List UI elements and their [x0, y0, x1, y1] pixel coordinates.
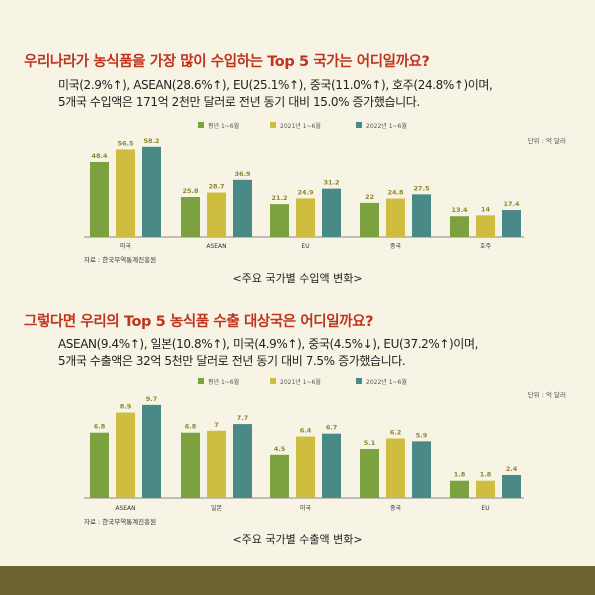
- data-label-4-1: 14: [481, 205, 491, 213]
- bar-4-1: [476, 480, 495, 498]
- data-label-0-1: 56.5: [117, 139, 134, 147]
- bar-1-0: [181, 432, 200, 498]
- export-section-title: 그렇다면 우리의 Top 5 농식품 수출 대상국은 어디일까요?: [24, 314, 374, 330]
- import-section-title: 우리나라가 농식품을 가장 많이 수입하는 Top 5 국가는 어디일까요?: [24, 54, 430, 70]
- data-label-2-0: 4.5: [274, 445, 286, 453]
- data-label-2-2: 6.7: [326, 424, 338, 432]
- unit-note: 단위 : 억 달러: [528, 390, 566, 399]
- export-section-desc-line1: ASEAN(9.4%↑), 일본(10.8%↑), 미국(4.9%↑), 중국(…: [58, 337, 479, 351]
- category-label-3: 중국: [390, 243, 402, 250]
- bar-0-0: [90, 161, 109, 237]
- bar-3-2: [412, 441, 431, 498]
- legend-label-0: 평년 1~6월: [208, 122, 239, 130]
- bar-2-1: [296, 198, 315, 237]
- category-label-2: 미국: [300, 504, 312, 512]
- category-label-0: ASEAN: [115, 505, 135, 512]
- import-section-desc-line2: 5개국 수입액은 171억 2천만 달러로 전년 동기 대비 15.0% 증가했…: [58, 95, 420, 109]
- bar-4-1: [476, 215, 495, 237]
- data-label-3-1: 24.8: [387, 189, 404, 197]
- data-label-3-0: 22: [365, 193, 374, 201]
- export-section-desc-line2: 5개국 수출액은 32억 5천만 달러로 전년 동기 대비 7.5% 증가했습니…: [58, 354, 406, 368]
- data-label-0-2: 58.2: [143, 137, 159, 145]
- data-label-0-0: 6.8: [94, 423, 106, 431]
- legend-swatch-2: [356, 378, 362, 384]
- bar-0-2: [142, 146, 161, 237]
- category-label-1: 일본: [211, 504, 223, 512]
- bar-2-1: [296, 436, 315, 498]
- data-label-4-2: 17.4: [503, 200, 520, 208]
- data-label-2-1: 24.9: [297, 188, 314, 196]
- bar-3-2: [412, 194, 431, 237]
- data-label-1-1: 28.7: [208, 183, 224, 191]
- bar-4-0: [450, 480, 469, 498]
- data-label-4-1: 1.8: [480, 471, 492, 479]
- source-note: 자료 : 한국무역통계진흥원: [84, 255, 156, 264]
- data-label-3-2: 27.5: [413, 184, 430, 192]
- data-label-0-1: 8.9: [120, 403, 132, 411]
- data-label-3-0: 5.1: [364, 439, 376, 447]
- bar-3-0: [360, 449, 379, 498]
- bar-0-1: [116, 149, 135, 237]
- data-label-2-1: 6.4: [300, 427, 312, 435]
- bar-1-0: [181, 197, 200, 237]
- data-label-3-2: 5.9: [416, 431, 428, 439]
- data-label-1-1: 7: [214, 421, 219, 429]
- legend-swatch-0: [198, 122, 204, 128]
- data-label-1-0: 25.8: [182, 187, 199, 195]
- bar-0-2: [142, 404, 161, 498]
- legend-swatch-1: [270, 378, 276, 384]
- bar-2-2: [322, 433, 341, 498]
- bar-4-0: [450, 216, 469, 237]
- footer-band: [0, 566, 595, 595]
- legend-swatch-0: [198, 378, 204, 384]
- bar-4-2: [502, 474, 521, 498]
- bar-3-1: [386, 438, 405, 498]
- bar-0-0: [90, 432, 109, 498]
- bar-4-2: [502, 210, 521, 237]
- legend-swatch-1: [270, 122, 276, 128]
- data-label-1-2: 36.9: [234, 170, 251, 178]
- data-label-4-0: 1.8: [454, 471, 466, 479]
- legend-label-1: 2021년 1~6월: [280, 122, 321, 130]
- legend-label-0: 평년 1~6월: [208, 378, 239, 386]
- bar-3-1: [386, 198, 405, 237]
- data-label-0-2: 9.7: [146, 395, 158, 403]
- legend-label-2: 2022년 1~6월: [366, 122, 407, 130]
- data-label-2-0: 21.2: [271, 194, 287, 202]
- data-label-1-2: 7.7: [237, 414, 249, 422]
- legend-swatch-2: [356, 122, 362, 128]
- import-chart-caption: <주요 국가별 수입액 변화>: [232, 272, 363, 285]
- bar-3-0: [360, 202, 379, 237]
- data-label-1-0: 6.8: [185, 423, 197, 431]
- unit-note: 단위 : 억 달러: [528, 136, 566, 145]
- bar-2-0: [270, 454, 289, 498]
- legend-label-1: 2021년 1~6월: [280, 378, 321, 386]
- bar-2-2: [322, 188, 341, 237]
- bar-0-1: [116, 412, 135, 498]
- source-note: 자료 : 한국무역통계진흥원: [84, 517, 156, 526]
- category-label-0: 미국: [120, 242, 132, 250]
- data-label-2-2: 31.2: [323, 179, 339, 187]
- legend-label-2: 2022년 1~6월: [366, 378, 407, 386]
- bar-2-0: [270, 204, 289, 237]
- category-label-4: EU: [481, 505, 489, 512]
- data-label-4-2: 2.4: [506, 465, 518, 473]
- data-label-3-1: 6.2: [390, 428, 402, 436]
- bar-1-1: [207, 192, 226, 237]
- export-chart-caption: <주요 국가별 수출액 변화>: [232, 533, 363, 546]
- category-label-2: EU: [301, 243, 309, 250]
- category-label-3: 중국: [390, 505, 402, 512]
- bar-1-2: [233, 179, 252, 237]
- bar-1-1: [207, 430, 226, 498]
- bar-1-2: [233, 424, 252, 498]
- data-label-0-0: 48.4: [91, 152, 108, 160]
- import-section-desc-line1: 미국(2.9%↑), ASEAN(28.6%↑), EU(25.1%↑), 중국…: [58, 78, 493, 92]
- data-label-4-0: 13.4: [451, 206, 468, 214]
- category-label-1: ASEAN: [206, 243, 226, 250]
- category-label-4: 호주: [480, 243, 492, 250]
